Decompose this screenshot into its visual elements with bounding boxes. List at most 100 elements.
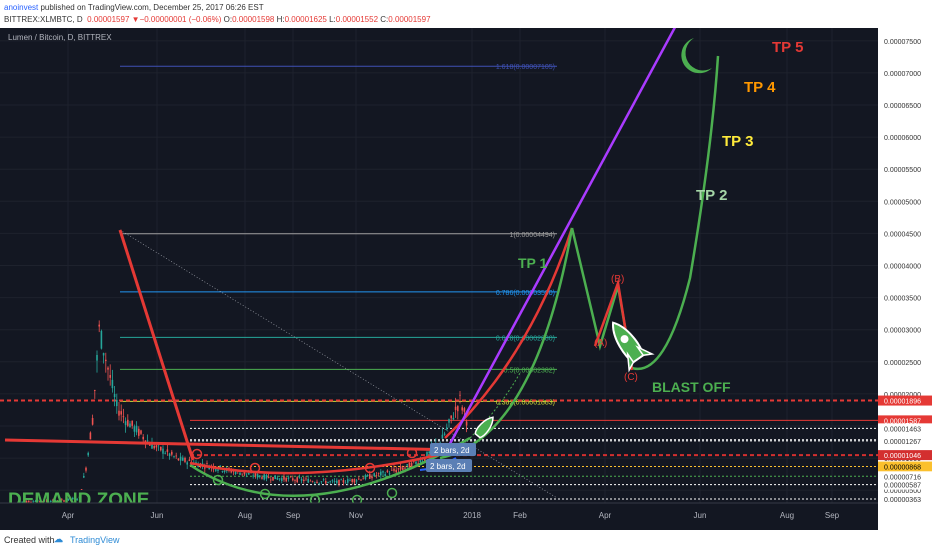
candle-body <box>47 501 50 503</box>
candle-body <box>465 421 468 426</box>
price-axis-tag <box>878 423 932 434</box>
candle-body <box>459 394 461 396</box>
red-cup-arc <box>189 449 456 475</box>
fib-label: 0.5(0.00002382) <box>504 367 555 374</box>
green-wave-projection <box>570 55 720 371</box>
price-axis-tag-text: 0.00001896 <box>884 399 921 406</box>
time-axis-background <box>0 503 878 530</box>
fib-label: 0.382(0.00001883) <box>496 399 555 406</box>
candle-body <box>448 419 450 423</box>
candle-body <box>140 430 142 434</box>
candle-body <box>248 472 250 475</box>
candle-body <box>160 446 162 451</box>
candle-body <box>377 472 380 474</box>
candle-body <box>34 501 37 502</box>
candle-body <box>386 470 389 473</box>
candle-body <box>270 479 272 481</box>
chart-footer: Created with ☁ TradingView <box>0 530 932 550</box>
red-resistance-line <box>4 438 459 452</box>
open-label: O: <box>223 15 233 24</box>
candle-body <box>285 477 287 482</box>
candle-body <box>289 476 292 478</box>
candle-body <box>263 474 265 480</box>
candle-body <box>162 448 164 454</box>
candle-body <box>234 471 237 475</box>
time-axis[interactable]: Apr Jun Aug Sep Nov 2018 Feb Apr Jun Aug Sep <box>0 502 878 530</box>
candle-body <box>347 479 349 483</box>
y-tick-label: 0.00006000 <box>884 135 921 142</box>
candle-body <box>56 501 59 503</box>
low-label: L: <box>329 15 336 24</box>
tradingview-logo-icon[interactable]: ☁ <box>54 534 63 544</box>
swing-low-marker <box>212 474 224 486</box>
candle-body <box>164 452 166 454</box>
candle-body <box>83 475 85 478</box>
wave-c-label: (C) <box>624 372 638 383</box>
candle-body <box>369 473 371 479</box>
candle-body <box>421 461 424 462</box>
candle-body <box>419 459 422 463</box>
candle-body <box>276 477 279 480</box>
x-tick-label: 2018 <box>463 511 481 520</box>
candle-body <box>243 471 246 475</box>
candle-body <box>215 469 217 471</box>
swing-high-marker <box>191 448 203 460</box>
candle-body <box>32 501 34 503</box>
candle-body <box>171 451 173 455</box>
price-axis-tag-text: 0.00001587 <box>884 418 921 425</box>
candle-body <box>43 499 45 502</box>
candle-body <box>267 476 270 479</box>
candle-body <box>309 480 312 482</box>
candle-body <box>173 456 175 458</box>
tradingview-brand[interactable]: TradingView <box>70 535 120 545</box>
price-axis-tag-text: 0.00000587 <box>884 483 921 490</box>
price-chart[interactable]: Lumen / Bitcoin, D, BITTREX 1.618(0.0000… <box>0 28 932 530</box>
price-axis-tag <box>878 461 932 472</box>
candle-body <box>287 477 290 479</box>
price-axis-tag <box>878 471 932 482</box>
candle-body <box>111 379 114 389</box>
candle-body <box>245 473 248 475</box>
wave-a-label: (A) <box>594 338 607 349</box>
candle-body <box>325 481 327 484</box>
candle-body <box>316 481 318 483</box>
wave-b-label: (B) <box>611 274 624 285</box>
red-downtrend-line <box>118 229 195 461</box>
y-tick-label: 0.00000500 <box>884 488 921 495</box>
candle-body <box>292 478 294 481</box>
price-axis[interactable]: 0.00007500 0.00007000 0.00006500 0.00006000… <box>878 28 932 530</box>
candle-body <box>265 474 268 479</box>
bars-range-tag <box>426 459 472 472</box>
author-link[interactable]: anoinvest <box>4 3 39 12</box>
candle-body <box>221 471 224 473</box>
y-tick-label: 0.00004000 <box>884 264 921 271</box>
candle-body <box>118 410 120 416</box>
candle-body <box>133 426 136 432</box>
candle-body <box>166 449 169 452</box>
candle-body <box>109 375 111 378</box>
candle-body <box>272 476 274 481</box>
y-tick-label: 0.00004500 <box>884 231 921 238</box>
bars-range-text: 2 bars, 2d <box>434 446 470 455</box>
candle-body <box>74 497 76 500</box>
candle-body <box>259 475 261 477</box>
candle-body <box>333 481 336 482</box>
candle-body <box>188 459 191 461</box>
candle-body <box>283 476 285 480</box>
last-price: 0.00001597 <box>87 15 130 24</box>
candle-body <box>135 425 138 433</box>
candle-body <box>408 462 411 469</box>
candle-body <box>256 474 259 478</box>
symbol-label: BITTREX:XLMBTC, D <box>4 15 83 24</box>
x-tick-label: Aug <box>238 511 252 520</box>
candle-body <box>204 467 206 469</box>
candle-body <box>331 480 334 482</box>
candle-body <box>151 443 153 449</box>
candle-body <box>87 452 89 456</box>
candle-body <box>397 468 400 470</box>
candle-body <box>336 480 338 483</box>
candle-body <box>182 457 184 461</box>
price-axis-tag-text: 0.00001046 <box>884 453 921 460</box>
candle-body <box>366 474 369 477</box>
candle-body <box>129 423 131 428</box>
